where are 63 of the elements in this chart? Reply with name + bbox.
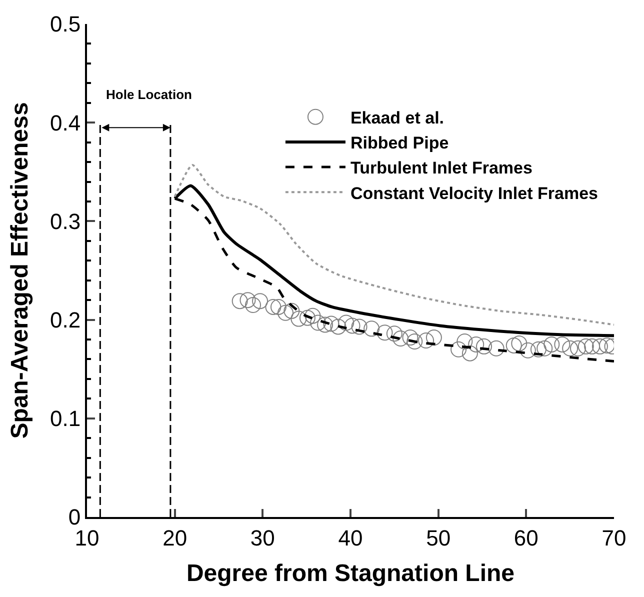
point	[592, 338, 608, 354]
y-tick-label: 0.5	[50, 12, 81, 37]
point	[402, 330, 418, 346]
y-tick-label: 0.3	[50, 208, 81, 234]
point	[426, 330, 442, 346]
point	[544, 336, 560, 352]
point	[376, 324, 393, 341]
point	[240, 292, 256, 308]
point	[304, 308, 321, 324]
point	[232, 293, 248, 310]
y-tick-label: 0.4	[50, 110, 81, 136]
point	[406, 333, 423, 350]
x-tick-label: 60	[514, 525, 538, 550]
point	[252, 293, 268, 310]
point	[462, 345, 478, 362]
point	[584, 338, 600, 354]
point	[317, 316, 334, 333]
point	[511, 335, 528, 352]
x-tick-label: 50	[426, 525, 451, 550]
point	[330, 318, 346, 335]
x-axis-title: Degree from Stagnation Line	[186, 560, 515, 588]
point	[598, 337, 614, 354]
annotation: Hole Location	[106, 87, 192, 102]
point	[570, 340, 586, 356]
point	[323, 316, 340, 332]
x-tick-label: 70	[602, 525, 626, 550]
point	[386, 326, 402, 342]
legend-label: Constant Velocity Inlet Frames	[350, 184, 598, 203]
x-tick-label: 40	[338, 525, 363, 550]
point	[418, 332, 434, 349]
point	[392, 330, 409, 347]
point	[290, 310, 307, 327]
point	[520, 342, 536, 358]
point	[456, 333, 473, 350]
point	[245, 297, 262, 314]
point	[536, 340, 553, 356]
point	[562, 340, 578, 356]
point	[338, 314, 354, 331]
point	[284, 302, 300, 319]
legend-label: Ribbed Pipe	[350, 134, 449, 153]
point	[468, 336, 484, 352]
point	[530, 341, 546, 358]
legend-label: Ekaad et al.	[350, 108, 444, 128]
point	[578, 338, 594, 354]
point	[278, 304, 294, 321]
point	[265, 298, 282, 315]
y-tick-label: 0.1	[50, 406, 81, 432]
y-axis-title: Span-Averaged Effectiveness	[6, 102, 34, 439]
point	[270, 298, 286, 315]
legend-label: Turbulent Inlet Frames	[350, 158, 532, 178]
point	[299, 310, 316, 326]
y-tick-label: 0.2	[50, 308, 81, 332]
point	[506, 337, 522, 354]
point	[554, 336, 570, 352]
point	[450, 341, 467, 358]
point	[344, 318, 360, 334]
point	[310, 314, 326, 331]
point	[476, 338, 492, 354]
x-tick-label: 30	[250, 525, 275, 550]
x-tick-label: 20	[162, 525, 188, 550]
point	[364, 320, 380, 337]
point	[488, 340, 504, 356]
point	[351, 318, 368, 335]
